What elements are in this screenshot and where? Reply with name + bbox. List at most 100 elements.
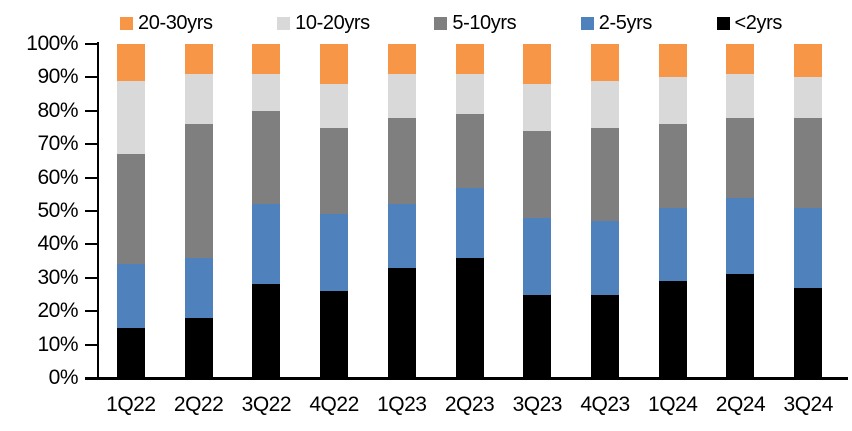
segment-20-30yrs-1q22[interactable]: [116, 44, 145, 81]
x-axis-label-4q22: 4Q22: [309, 393, 359, 416]
segment-20-30yrs-2q24[interactable]: [726, 44, 755, 75]
x-axis-line: [85, 377, 848, 380]
segment-2-5yrs-3q23[interactable]: [523, 217, 552, 295]
legend-item-20-30yrs[interactable]: 20-30yrs: [120, 12, 213, 35]
legend-item-lt2yrs[interactable]: <2yrs: [716, 12, 782, 35]
segment-20-30yrs-1q23[interactable]: [387, 44, 416, 75]
segment-2-5yrs-1q22[interactable]: [116, 264, 145, 328]
segment-2-5yrs-1q23[interactable]: [387, 204, 416, 268]
segment-20-30yrs-2q22[interactable]: [184, 44, 213, 75]
segment-10-20yrs-3q24[interactable]: [794, 77, 823, 118]
segment-10-20yrs-4q22[interactable]: [320, 84, 349, 128]
y-axis-tick-70: [85, 143, 98, 146]
bar-1q22: [116, 44, 145, 378]
legend-item-5-10yrs[interactable]: 5-10yrs: [434, 12, 517, 35]
legend-item-2-5yrs[interactable]: 2-5yrs: [580, 12, 652, 35]
y-axis-label-30: 30%: [37, 265, 78, 289]
segment-5-10yrs-1q22[interactable]: [116, 154, 145, 265]
segment-lt2yrs-1q23[interactable]: [387, 267, 416, 378]
bar-4q23: [591, 44, 619, 378]
legend-item-10-20yrs[interactable]: 10-20yrs: [277, 12, 370, 35]
segment-2-5yrs-3q22[interactable]: [252, 204, 281, 285]
bar-3q24: [794, 44, 823, 378]
bar-2q24: [726, 44, 755, 378]
x-axis-label-1q22: 1Q22: [106, 393, 156, 416]
y-axis-tick-20: [85, 310, 98, 313]
segment-20-30yrs-3q23[interactable]: [523, 44, 552, 85]
y-axis-tick-30: [85, 276, 98, 279]
segment-lt2yrs-4q22[interactable]: [320, 291, 349, 378]
segment-lt2yrs-3q24[interactable]: [794, 287, 823, 378]
segment-10-20yrs-2q24[interactable]: [726, 74, 755, 118]
segment-5-10yrs-2q23[interactable]: [455, 114, 484, 188]
segment-10-20yrs-3q22[interactable]: [252, 74, 281, 111]
segment-lt2yrs-1q24[interactable]: [658, 281, 687, 378]
bar-group-2q23: [436, 44, 504, 378]
segment-lt2yrs-4q23[interactable]: [591, 294, 619, 378]
y-axis-label-80: 80%: [37, 98, 78, 122]
x-axis-label-2q23: 2Q23: [444, 393, 495, 416]
y-axis-label-70: 70%: [37, 132, 78, 156]
x-axis-label-2q22: 2Q22: [173, 393, 224, 416]
y-axis-label-50: 50%: [37, 199, 78, 222]
segment-lt2yrs-2q24[interactable]: [726, 274, 755, 378]
x-axis-label-4q23: 4Q23: [580, 393, 630, 416]
segment-20-30yrs-3q22[interactable]: [252, 44, 281, 75]
segment-5-10yrs-1q24[interactable]: [658, 124, 687, 208]
segment-10-20yrs-1q23[interactable]: [387, 74, 416, 118]
x-axis-label-1q23: 1Q23: [377, 393, 427, 416]
segment-20-30yrs-4q23[interactable]: [591, 44, 619, 81]
y-axis-label-10: 10%: [37, 332, 78, 356]
bar-group-3q22: [232, 44, 300, 378]
bar-group-2q24: [707, 44, 775, 378]
segment-5-10yrs-1q23[interactable]: [387, 117, 416, 205]
segment-5-10yrs-3q24[interactable]: [794, 117, 823, 208]
legend-label-20-30yrs: 20-30yrs: [138, 11, 213, 34]
bar-4q22: [320, 44, 349, 378]
y-axis-tick-60: [85, 176, 98, 179]
segment-20-30yrs-2q23[interactable]: [455, 44, 484, 75]
bar-group-3q24: [774, 44, 842, 378]
x-axis-label-1q24: 1Q24: [648, 393, 698, 416]
segment-lt2yrs-3q22[interactable]: [252, 284, 281, 378]
segment-10-20yrs-1q22[interactable]: [116, 80, 145, 155]
segment-10-20yrs-3q23[interactable]: [523, 84, 552, 131]
segment-2-5yrs-2q22[interactable]: [184, 257, 213, 318]
segment-2-5yrs-3q24[interactable]: [794, 207, 823, 288]
segment-10-20yrs-4q23[interactable]: [591, 80, 619, 128]
x-axis-label-3q22: 3Q22: [241, 393, 292, 416]
segment-5-10yrs-2q24[interactable]: [726, 117, 755, 198]
segment-lt2yrs-1q22[interactable]: [116, 327, 145, 378]
segment-10-20yrs-1q24[interactable]: [658, 77, 687, 125]
segment-5-10yrs-4q23[interactable]: [591, 127, 619, 222]
y-axis-label-90: 90%: [37, 65, 78, 89]
chart-legend: 20-30yrs 10-20yrs 5-10yrs 2-5yrs <2yrs: [120, 12, 782, 34]
segment-lt2yrs-2q23[interactable]: [455, 257, 484, 378]
segment-2-5yrs-2q24[interactable]: [726, 197, 755, 275]
segment-2-5yrs-4q23[interactable]: [591, 221, 619, 295]
segment-2-5yrs-2q23[interactable]: [455, 187, 484, 258]
segment-2-5yrs-1q24[interactable]: [658, 207, 687, 282]
segment-20-30yrs-1q24[interactable]: [658, 44, 687, 78]
bar-group-3q23: [503, 44, 571, 378]
bar-group-2q22: [165, 44, 233, 378]
legend-swatch-5-10yrs: [434, 16, 448, 30]
bar-2q22: [184, 44, 213, 378]
segment-2-5yrs-4q22[interactable]: [320, 214, 349, 292]
segment-lt2yrs-2q22[interactable]: [184, 317, 213, 378]
y-axis-label-0: 0%: [48, 366, 79, 389]
bar-3q23: [523, 44, 552, 378]
x-axis-label-3q24: 3Q24: [783, 393, 834, 416]
y-axis-tick-80: [85, 109, 98, 112]
segment-5-10yrs-3q23[interactable]: [523, 130, 552, 218]
segment-5-10yrs-4q22[interactable]: [320, 127, 349, 215]
segment-20-30yrs-3q24[interactable]: [794, 44, 823, 78]
segment-lt2yrs-3q23[interactable]: [523, 294, 552, 378]
bar-1q24: [658, 44, 687, 378]
segment-20-30yrs-4q22[interactable]: [320, 44, 349, 85]
bar-1q23: [387, 44, 416, 378]
segment-5-10yrs-2q22[interactable]: [184, 124, 213, 258]
segment-10-20yrs-2q22[interactable]: [184, 74, 213, 125]
segment-10-20yrs-2q23[interactable]: [455, 74, 484, 115]
segment-5-10yrs-3q22[interactable]: [252, 110, 281, 205]
